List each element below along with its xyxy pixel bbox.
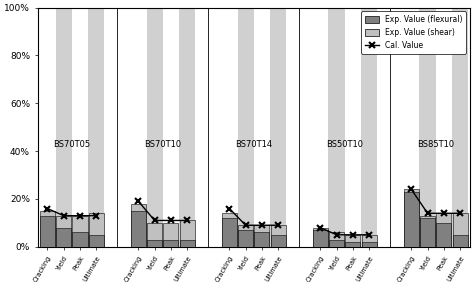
Bar	[221, 8, 237, 247]
Legend: Exp. Value (flexural), Exp. Value (shear), Cal. Value: Exp. Value (flexural), Exp. Value (shear…	[361, 11, 466, 54]
Bar	[361, 8, 377, 247]
Bar	[73, 232, 88, 247]
Text: BS70T10: BS70T10	[144, 140, 182, 149]
Bar	[313, 230, 328, 247]
Bar	[72, 8, 88, 247]
Bar	[436, 223, 451, 247]
Bar	[131, 204, 146, 247]
Bar	[312, 8, 328, 247]
Bar	[271, 225, 286, 247]
Bar	[362, 242, 377, 247]
Bar	[164, 240, 179, 247]
Bar	[452, 8, 468, 247]
Text: BS70T05: BS70T05	[53, 140, 91, 149]
Bar	[73, 216, 88, 247]
Bar	[436, 213, 451, 247]
Bar	[222, 218, 237, 247]
Bar	[420, 216, 435, 247]
Bar	[89, 213, 104, 247]
Bar	[403, 8, 419, 247]
Bar	[420, 218, 435, 247]
Bar	[40, 216, 55, 247]
Bar	[345, 242, 360, 247]
Bar	[164, 223, 179, 247]
Bar	[453, 235, 468, 247]
Bar	[89, 235, 104, 247]
Text: BS85T10: BS85T10	[417, 140, 454, 149]
Bar	[55, 8, 72, 247]
Bar	[329, 232, 344, 247]
Bar	[237, 8, 254, 247]
Bar	[56, 216, 71, 247]
Bar	[345, 8, 361, 247]
Bar	[130, 8, 146, 247]
Bar	[163, 8, 179, 247]
Bar	[345, 235, 360, 247]
Bar	[254, 232, 269, 247]
Bar	[39, 8, 55, 247]
Bar	[222, 213, 237, 247]
Bar	[362, 235, 377, 247]
Bar	[436, 8, 452, 247]
Bar	[56, 228, 71, 247]
Bar	[131, 211, 146, 247]
Bar	[404, 189, 419, 247]
Bar	[453, 213, 468, 247]
Bar	[238, 225, 253, 247]
Bar	[254, 8, 270, 247]
Bar	[180, 240, 195, 247]
Bar	[40, 211, 55, 247]
Bar	[419, 8, 436, 247]
Bar	[147, 240, 162, 247]
Text: BS50T10: BS50T10	[326, 140, 363, 149]
Bar	[88, 8, 104, 247]
Bar	[238, 230, 253, 247]
Bar	[146, 8, 163, 247]
Bar	[328, 8, 345, 247]
Bar	[404, 192, 419, 247]
Bar	[329, 240, 344, 247]
Bar	[179, 8, 195, 247]
Bar	[147, 223, 162, 247]
Bar	[271, 235, 286, 247]
Bar	[313, 228, 328, 247]
Text: BS70T14: BS70T14	[235, 140, 273, 149]
Bar	[270, 8, 286, 247]
Bar	[180, 220, 195, 247]
Bar	[254, 225, 269, 247]
